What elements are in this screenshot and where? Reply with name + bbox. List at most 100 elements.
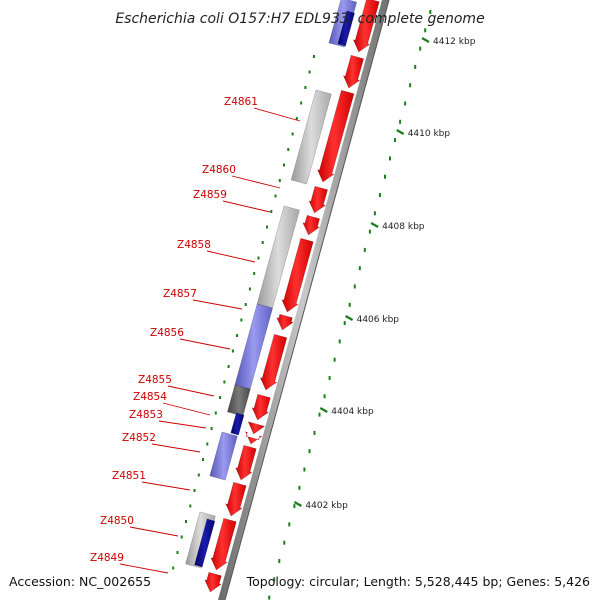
gc-dot-left — [295, 117, 298, 120]
gene-label-z4855: Z4855 — [138, 374, 172, 386]
cds-forward-2 — [342, 54, 364, 89]
tick-layer: 4402 kbp 4404 kbp 4406 kbp 4408 kbp 4410 kbp… — [293, 37, 476, 511]
backbone-edge — [224, 0, 390, 600]
scale-tick-label: 4406 kbp — [357, 315, 400, 325]
gene-leader-line — [179, 338, 231, 350]
cds-forward-12 — [235, 444, 257, 481]
gc-dot — [353, 284, 356, 289]
gene-leader-line — [167, 385, 215, 397]
gc-dot — [368, 229, 371, 234]
gc-dot-left — [274, 194, 277, 198]
gc-dot — [348, 302, 351, 307]
gene-leader-line — [206, 250, 256, 263]
gc-dots-layer — [172, 10, 432, 600]
genome-summary-text: Topology: circular; Length: 5,528,445 bp… — [246, 574, 590, 589]
map-title: Escherichia coli O157:H7 EDL933, complet… — [115, 11, 484, 27]
gc-dot — [358, 266, 361, 271]
cds-forward-6 — [281, 237, 314, 313]
gc-dot — [399, 119, 402, 124]
gc-dot-left — [261, 241, 264, 244]
gc-dot — [378, 193, 381, 197]
cds-forward-7 — [276, 313, 294, 331]
genome-backbone — [218, 0, 389, 600]
gc-dot — [283, 540, 286, 545]
gc-dot-left — [176, 551, 179, 554]
scale-tick-label: 4410 kbp — [408, 129, 451, 139]
cds-forward-11 — [244, 431, 263, 445]
gc-dot — [293, 504, 296, 509]
gc-dot-left — [206, 442, 209, 446]
gene-label-z4854: Z4854 — [133, 391, 167, 403]
gc-dot-left — [189, 504, 192, 508]
gene-label-z4853: Z4853 — [129, 409, 163, 421]
gc-dot — [313, 430, 316, 435]
cds-forward-8 — [259, 333, 288, 391]
gc-dot-left — [202, 458, 204, 461]
cog-feature-2 — [337, 10, 355, 47]
gc-dot-left — [244, 303, 247, 306]
gc-dot-left — [270, 210, 273, 213]
gene-label-z4859: Z4859 — [193, 189, 227, 201]
cds-forward-1 — [352, 0, 380, 53]
scale-tick-mark — [370, 222, 379, 228]
gc-dot — [394, 138, 396, 143]
gc-dot — [343, 321, 346, 326]
cds-forward-10 — [247, 421, 266, 435]
gc-dot — [328, 376, 331, 380]
gc-dot — [419, 46, 422, 51]
gc-dot — [298, 485, 301, 490]
gc-dot-left — [214, 411, 217, 415]
gc-dot — [409, 83, 412, 88]
cds-forward-14 — [210, 517, 237, 571]
gc-dot-left — [253, 272, 256, 275]
gc-dot — [404, 101, 407, 106]
gc-dot — [303, 467, 306, 472]
gc-dot-left — [236, 334, 239, 337]
scale-tick-mark — [345, 315, 354, 321]
gene-leader-line — [192, 299, 243, 310]
cds-forward-3 — [316, 89, 355, 183]
gc-dot — [308, 449, 311, 454]
gene-leader-line — [158, 420, 207, 429]
cds-forward-9 — [251, 393, 271, 421]
gc-dot-left — [278, 179, 281, 182]
cog-feature-3 — [290, 89, 332, 185]
gc-dot — [424, 28, 427, 33]
gene-label-z4852: Z4852 — [122, 432, 156, 444]
gc-dot-left — [227, 365, 230, 368]
gene-label-z4858: Z4858 — [177, 239, 211, 251]
gc-dot — [414, 64, 417, 69]
gc-dot-left — [308, 70, 311, 74]
cog-feature-10 — [194, 518, 216, 568]
gene-label-z4850: Z4850 — [100, 515, 134, 527]
gc-dot-left — [283, 163, 285, 167]
cog-feature-7 — [230, 412, 245, 436]
gc-dot-left — [193, 489, 196, 492]
cds-forward-13 — [225, 481, 247, 517]
gc-dot-left — [180, 535, 183, 539]
gene-label-layer: Z4849 Z4850 Z4851 Z4852 Z4853 Z4854 Z4855 Z4856… — [90, 96, 301, 574]
gc-dot-left — [304, 86, 307, 89]
gene-leader-line — [119, 563, 169, 574]
scale-tick-label: 4404 kbp — [331, 407, 374, 417]
cds-forward-15 — [204, 571, 222, 593]
gc-dot — [384, 174, 386, 179]
gene-leader-line — [129, 526, 179, 537]
gene-label-z4857: Z4857 — [163, 288, 197, 300]
gene-leader-line — [222, 200, 271, 213]
scale-tick-mark — [293, 501, 302, 507]
scale-tick-mark — [319, 407, 328, 413]
cds-forward-4 — [308, 185, 328, 214]
gc-dot — [363, 247, 366, 252]
accession-text: Accession: NC_002655 — [9, 574, 151, 589]
gc-dot-left — [300, 101, 303, 105]
gene-label-z4851: Z4851 — [112, 470, 146, 482]
gc-dot — [278, 559, 281, 563]
cog-feature-6 — [227, 384, 251, 417]
gc-dot — [288, 522, 291, 527]
gene-leader-line — [141, 481, 191, 491]
gc-dot — [429, 10, 432, 14]
gc-dot-left — [240, 318, 243, 322]
gc-dot — [333, 357, 336, 362]
